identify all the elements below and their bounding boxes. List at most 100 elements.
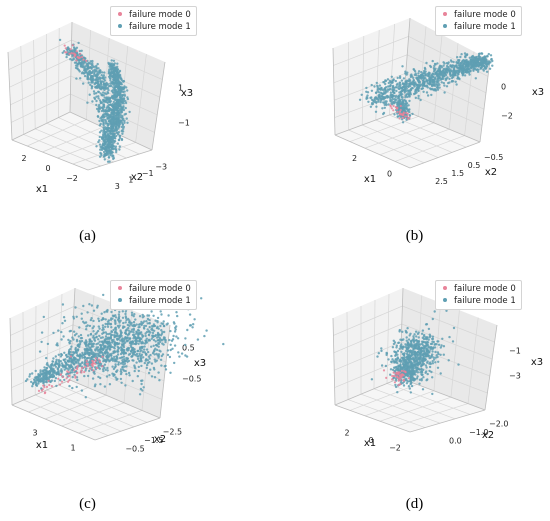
point-mode1 bbox=[449, 73, 452, 76]
point-mode1 bbox=[459, 63, 462, 67]
point-mode1 bbox=[83, 374, 86, 378]
point-mode1 bbox=[405, 352, 409, 355]
point-mode1 bbox=[401, 356, 404, 359]
point-mode1 bbox=[115, 341, 119, 345]
legend-entry-mode0: failure mode 0 bbox=[116, 283, 191, 295]
point-mode1 bbox=[124, 312, 127, 316]
point-mode1 bbox=[108, 68, 111, 71]
point-mode1 bbox=[96, 352, 100, 355]
point-mode1 bbox=[96, 115, 100, 119]
y-tick-label: −2.5 bbox=[163, 427, 182, 436]
point-mode1 bbox=[184, 337, 187, 340]
point-mode1 bbox=[402, 77, 406, 80]
point-mode1 bbox=[39, 372, 42, 376]
point-mode1 bbox=[435, 343, 438, 346]
point-mode1 bbox=[100, 148, 104, 152]
point-mode1 bbox=[485, 70, 489, 74]
point-mode1 bbox=[381, 95, 384, 99]
point-mode1 bbox=[479, 66, 482, 69]
point-mode1 bbox=[417, 94, 420, 98]
point-mode1 bbox=[424, 364, 428, 367]
point-mode1 bbox=[117, 72, 120, 76]
point-mode1 bbox=[121, 123, 125, 127]
point-mode1 bbox=[417, 348, 420, 351]
point-mode1 bbox=[196, 338, 200, 341]
point-mode1 bbox=[173, 330, 177, 333]
point-mode0 bbox=[80, 371, 83, 374]
point-mode1 bbox=[116, 369, 119, 372]
point-mode1 bbox=[62, 364, 65, 368]
point-mode1 bbox=[392, 88, 395, 92]
point-mode1 bbox=[411, 354, 414, 357]
point-mode1 bbox=[406, 350, 409, 354]
point-mode1 bbox=[116, 122, 119, 125]
point-mode1 bbox=[114, 316, 118, 319]
point-mode1 bbox=[138, 332, 142, 335]
point-mode1 bbox=[71, 351, 75, 354]
point-mode1 bbox=[116, 318, 120, 321]
point-mode1 bbox=[384, 86, 387, 90]
point-mode1 bbox=[91, 351, 95, 354]
point-mode1 bbox=[71, 386, 74, 390]
point-mode1 bbox=[97, 325, 101, 328]
point-mode1 bbox=[93, 65, 96, 69]
axis-edge bbox=[11, 404, 96, 441]
point-mode1 bbox=[107, 143, 111, 146]
point-mode1 bbox=[127, 339, 130, 342]
point-mode1 bbox=[133, 369, 136, 373]
point-mode1 bbox=[408, 83, 411, 87]
point-mode1 bbox=[106, 366, 109, 370]
point-mode1 bbox=[142, 356, 145, 359]
point-mode1 bbox=[128, 324, 131, 327]
point-mode1 bbox=[412, 367, 415, 370]
point-mode1 bbox=[111, 91, 115, 94]
point-mode1 bbox=[442, 345, 446, 348]
point-mode1 bbox=[105, 113, 108, 116]
point-mode1 bbox=[404, 70, 407, 73]
point-mode1 bbox=[105, 122, 109, 125]
point-mode1 bbox=[125, 117, 128, 120]
point-mode1 bbox=[97, 319, 101, 323]
point-mode1 bbox=[391, 84, 395, 88]
grid-line bbox=[42, 126, 103, 153]
point-mode1 bbox=[115, 131, 118, 134]
point-mode1 bbox=[408, 387, 411, 390]
point-mode0 bbox=[75, 59, 78, 62]
point-mode1 bbox=[54, 361, 57, 364]
point-mode1 bbox=[111, 75, 115, 79]
point-mode1 bbox=[150, 362, 154, 365]
point-mode1 bbox=[120, 356, 124, 359]
point-mode1 bbox=[110, 345, 114, 349]
point-mode1 bbox=[448, 77, 451, 81]
point-mode1 bbox=[138, 359, 141, 363]
point-mode1 bbox=[480, 59, 484, 63]
point-mode0 bbox=[65, 51, 68, 54]
point-mode1 bbox=[122, 87, 125, 91]
point-mode1 bbox=[145, 358, 148, 361]
point-mode1 bbox=[430, 78, 433, 81]
point-mode1 bbox=[116, 353, 120, 356]
point-mode1 bbox=[72, 338, 75, 341]
point-mode1 bbox=[379, 100, 382, 104]
point-mode0 bbox=[390, 107, 393, 110]
point-mode1 bbox=[116, 142, 120, 145]
point-mode0 bbox=[72, 52, 75, 55]
point-mode1 bbox=[478, 57, 481, 60]
point-mode1 bbox=[470, 66, 473, 69]
point-mode0 bbox=[396, 107, 399, 110]
point-mode1 bbox=[57, 360, 61, 363]
point-mode1 bbox=[111, 115, 114, 118]
point-mode1 bbox=[117, 79, 120, 82]
point-mode1 bbox=[121, 344, 124, 347]
point-mode1 bbox=[410, 352, 414, 355]
point-mode1 bbox=[395, 346, 398, 349]
point-mode1 bbox=[112, 145, 115, 148]
point-mode1 bbox=[147, 333, 151, 336]
point-mode1 bbox=[124, 369, 127, 373]
point-mode1 bbox=[128, 321, 131, 324]
point-mode1 bbox=[423, 80, 426, 83]
point-mode0 bbox=[85, 59, 88, 62]
point-mode0 bbox=[392, 104, 395, 108]
point-mode1 bbox=[75, 77, 78, 80]
point-mode1 bbox=[437, 343, 441, 346]
